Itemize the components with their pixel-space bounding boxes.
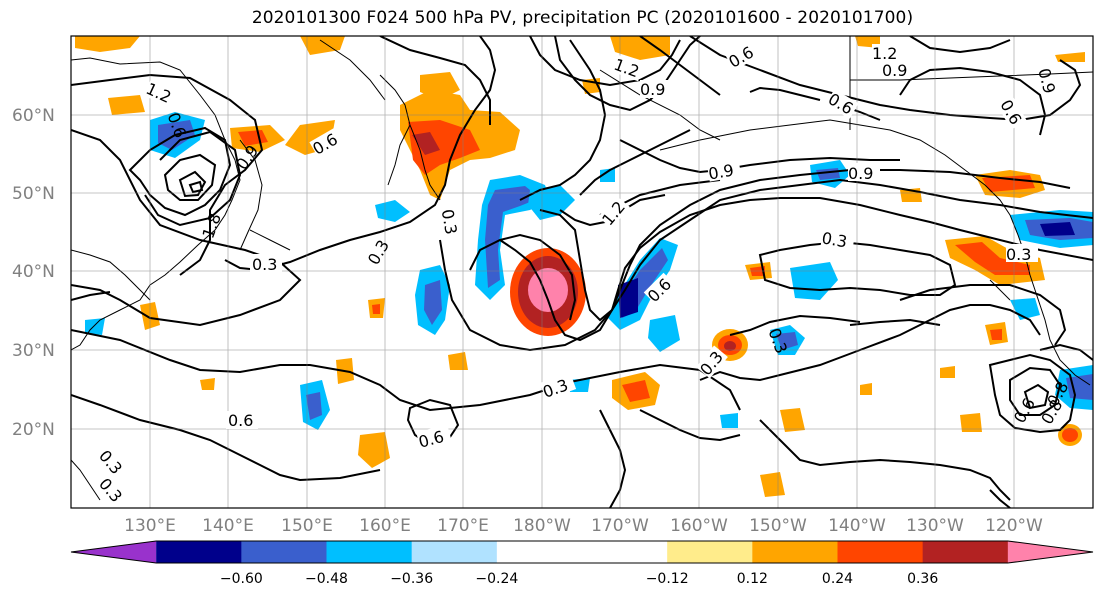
colorbar-label: −0.60 [220, 571, 263, 587]
colorbar-swatch [496, 541, 583, 563]
lon-label: 130°W [906, 516, 964, 536]
lat-label: 40°N [12, 262, 55, 282]
colorbar-swatch [922, 541, 1009, 563]
colorbar [70, 540, 1094, 564]
lat-label: 60°N [12, 106, 55, 126]
colorbar-swatch [667, 541, 753, 563]
lon-label: 170°E [437, 516, 489, 536]
lon-label: 180°W [513, 516, 571, 536]
colorbar-swatch [837, 541, 924, 563]
lon-label: 140°W [828, 516, 886, 536]
colorbar-swatch [1007, 541, 1093, 563]
coastlines [71, 36, 1093, 501]
contour-label: 0.3 [438, 208, 461, 236]
colorbar-swatch [71, 541, 157, 563]
lon-label: 160°E [359, 516, 411, 536]
lon-label: 160°W [670, 516, 728, 536]
colorbar-outline [70, 540, 1094, 564]
map-border [70, 35, 1094, 509]
lon-label: 150°W [749, 516, 807, 536]
lat-label: 20°N [12, 420, 55, 440]
longitude-labels: 130°E 140°E 150°E 160°E 170°E 180°W 170°… [124, 516, 1043, 536]
map-title: 2020101300 F024 500 hPa PV, precipitatio… [251, 8, 914, 28]
contour-label: 0.3 [1006, 245, 1031, 264]
contour-label: 0.9 [640, 80, 665, 99]
lat-label: 30°N [12, 341, 55, 361]
colorbar-label: 0.24 [822, 571, 853, 587]
colorbar-label: −0.24 [475, 571, 518, 587]
colorbar-swatch [326, 541, 413, 563]
contour-label: 1.2 [872, 44, 897, 63]
colorbar-label: −0.12 [646, 571, 689, 587]
contour-label: 0.3 [252, 255, 277, 274]
precipitation-shading [75, 36, 1093, 497]
contour-label: 0.3 [820, 228, 848, 251]
colorbar-swatch [241, 541, 327, 563]
lat-label: 50°N [12, 184, 55, 204]
contour-label: 0.9 [882, 61, 907, 80]
colorbar-label: −0.48 [305, 571, 348, 587]
contour-label: 0.9 [848, 164, 873, 183]
contour-label: 0.6 [228, 411, 253, 430]
lon-label: 130°E [124, 516, 176, 536]
colorbar-swatch [752, 541, 838, 563]
colorbar-swatch [582, 541, 668, 563]
lon-label: 140°E [202, 516, 254, 536]
colorbar-label: −0.36 [390, 571, 433, 587]
lon-label: 150°E [281, 516, 333, 536]
colorbar-label: 0.12 [737, 571, 768, 587]
colorbar-swatch [411, 541, 498, 563]
colorbar-labels: −0.60 −0.48 −0.36 −0.24 −0.12 0.12 0.24 0.36 [220, 571, 938, 587]
colorbar-label: 0.36 [907, 571, 938, 587]
lon-label: 120°W [985, 516, 1043, 536]
colorbar-swatch [156, 541, 242, 563]
contour-label: 0.9 [707, 160, 735, 183]
lon-label: 170°W [591, 516, 649, 536]
latitude-labels: 60°N 50°N 40°N 30°N 20°N [12, 106, 55, 440]
